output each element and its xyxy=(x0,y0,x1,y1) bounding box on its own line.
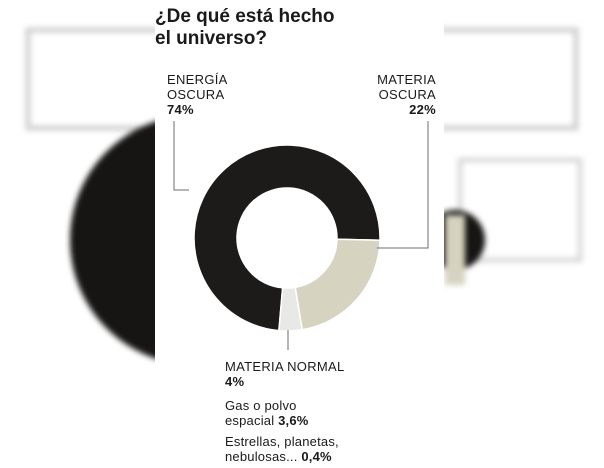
energia-line-2: OSCURA xyxy=(167,87,225,102)
gas-value: 3,6% xyxy=(278,413,309,428)
materia-normal-value: 4% xyxy=(225,374,245,389)
donut-slice-energ-a-oscura xyxy=(193,144,381,332)
stars-line-2: nebulosas... xyxy=(225,449,298,464)
materia-oscura-line-1: MATERIA xyxy=(377,72,436,87)
breakdown-stars: Estrellas, planetas, nebulosas... 0,4% xyxy=(225,434,339,464)
background-slice-right xyxy=(445,215,465,285)
gas-line-1: Gas o polvo xyxy=(225,398,297,413)
donut-slice-materia-normal xyxy=(278,286,304,332)
label-materia-normal: MATERIA NORMAL 4% xyxy=(225,359,345,389)
label-materia-oscura: MATERIA OSCURA 22% xyxy=(377,72,436,117)
stars-value: 0,4% xyxy=(301,449,332,464)
background-frame-right xyxy=(457,157,583,263)
breakdown-gas: Gas o polvo espacial 3,6% xyxy=(225,398,309,428)
infographic-panel: ¿De qué está hecho el universo? ENERGÍA … xyxy=(155,0,444,468)
materia-normal-line-1: MATERIA NORMAL xyxy=(225,359,345,374)
energia-value: 74% xyxy=(167,102,194,117)
label-energia-oscura: ENERGÍA OSCURA 74% xyxy=(167,72,228,117)
materia-oscura-line-2: OSCURA xyxy=(378,87,436,102)
donut-chart xyxy=(173,121,429,350)
chart-title: ¿De qué está hecho el universo? xyxy=(155,6,335,50)
leader-line-materia-oscura xyxy=(377,121,429,249)
title-line-1: ¿De qué está hecho xyxy=(155,6,335,27)
title-line-2: el universo? xyxy=(155,28,267,49)
gas-line-2: espacial xyxy=(225,413,275,428)
materia-oscura-value: 22% xyxy=(409,102,436,117)
donut-slice-materia-oscura xyxy=(294,238,381,331)
leader-line-energia xyxy=(173,121,189,191)
stars-line-1: Estrellas, planetas, xyxy=(225,434,339,449)
energia-line-1: ENERGÍA xyxy=(167,72,228,87)
